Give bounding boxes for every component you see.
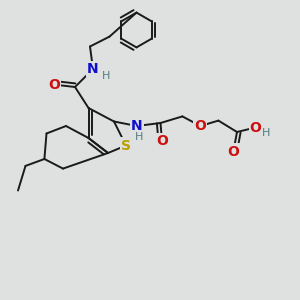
Text: S: S <box>121 139 131 152</box>
Text: O: O <box>194 119 206 133</box>
Text: N: N <box>131 119 142 133</box>
Text: O: O <box>48 78 60 92</box>
Text: N: N <box>87 62 99 76</box>
Text: O: O <box>250 121 262 134</box>
Text: H: H <box>262 128 270 138</box>
Text: O: O <box>227 145 239 158</box>
Text: O: O <box>156 134 168 148</box>
Text: H: H <box>102 70 111 81</box>
Text: H: H <box>134 131 143 142</box>
